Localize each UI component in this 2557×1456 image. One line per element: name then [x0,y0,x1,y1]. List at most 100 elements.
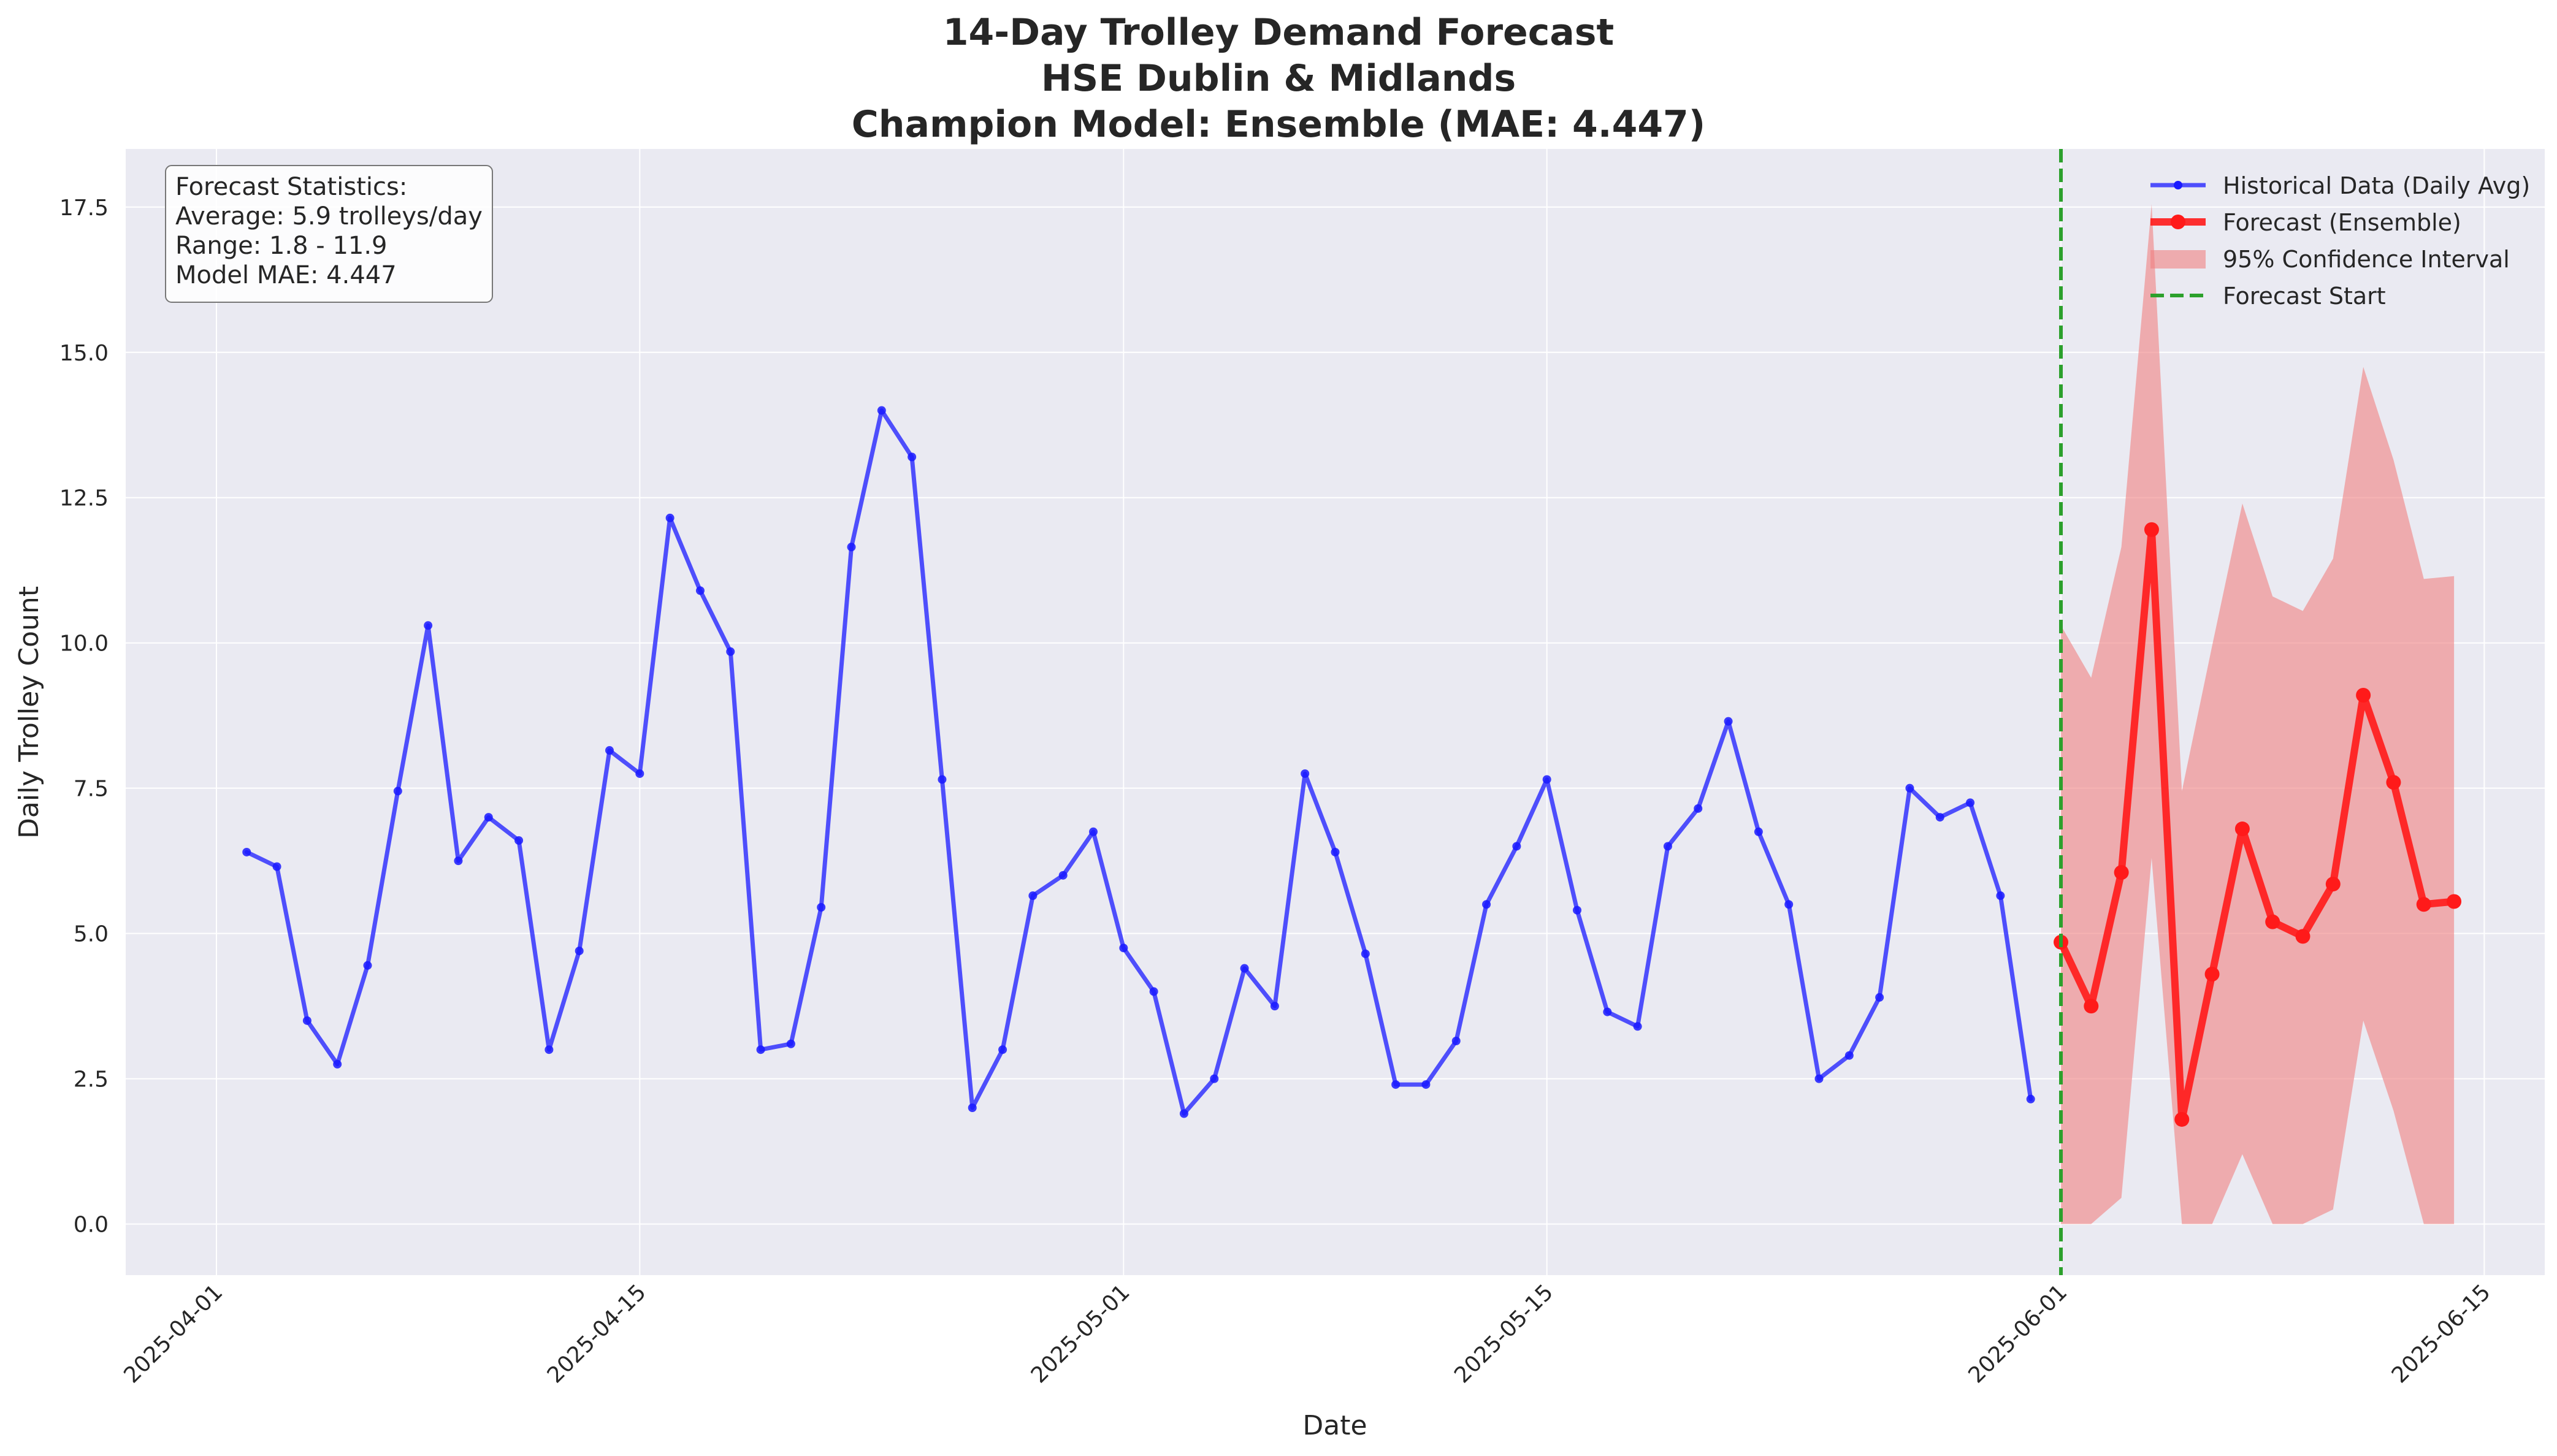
historical-point [1149,987,1158,996]
historical-point [1603,1007,1612,1016]
forecast-point [2144,522,2159,537]
x-tick-label: 2025-04-15 [543,1279,651,1388]
historical-point [575,947,584,956]
chart-title-line-3: Champion Model: Ensemble (MAE: 4.447) [852,103,1705,146]
forecast-point [2295,929,2310,944]
historical-point [1421,1080,1431,1089]
historical-point [1331,847,1340,856]
historical-point [1633,1022,1642,1031]
forecast-point [2114,865,2129,880]
historical-point [1905,783,1914,793]
stats-line-1: Forecast Statistics: [175,173,407,201]
historical-point [1724,717,1733,726]
chart-title-line-2: HSE Dublin & Midlands [1041,57,1516,100]
historical-point [1451,1037,1461,1046]
historical-point [726,647,735,656]
historical-point [2026,1094,2035,1103]
historical-point [938,775,947,784]
historical-point [635,769,644,778]
historical-point [1996,891,2005,901]
historical-point [968,1103,977,1113]
x-tick-label: 2025-06-01 [1963,1279,2072,1388]
historical-point [1119,943,1128,953]
historical-point [1663,842,1672,851]
x-tick-label: 2025-05-15 [1450,1279,1558,1388]
legend-historical-label: Historical Data (Daily Avg) [2223,172,2530,199]
historical-point [1512,842,1521,851]
historical-line [244,408,2033,1116]
historical-point [333,1059,342,1069]
legend-historical-marker [2174,181,2182,189]
forecast-point [2386,775,2401,790]
historical-point [514,836,524,845]
stats-line-4: Model MAE: 4.447 [175,261,397,289]
historical-point [393,787,402,796]
historical-point [1058,871,1068,880]
historical-point [242,847,251,856]
y-tick-label: 2.5 [74,1067,109,1092]
x-axis-label: Date [1302,1410,1367,1441]
x-axis-ticks: 2025-04-01 2025-04-15 2025-05-01 2025-05-15… [119,1279,2495,1388]
y-tick-label: 7.5 [74,777,109,802]
historical-point [424,621,433,630]
historical-point [756,1045,765,1054]
historical-point [1240,964,1249,973]
y-tick-label: 10.0 [59,631,109,657]
y-tick-label: 17.5 [59,196,109,221]
historical-point [1391,1080,1401,1089]
forecast-point [2265,914,2280,929]
historical-point [665,513,675,522]
historical-point [1784,900,1794,909]
x-tick-label: 2025-04-01 [119,1279,227,1388]
historical-point [877,406,886,415]
historical-point [302,1016,312,1025]
confidence-interval-band [2061,204,2455,1224]
y-tick-label: 0.0 [74,1213,109,1238]
historical-point [1844,1051,1854,1060]
historical-point [545,1045,554,1054]
historical-point [1210,1074,1219,1083]
historical-point [484,813,493,822]
historical-point [454,856,463,866]
x-tick-label: 2025-05-01 [1026,1279,1135,1388]
legend-forecast-label: Forecast (Ensemble) [2223,209,2461,236]
stats-box: Forecast Statistics: Average: 5.9 trolle… [165,165,493,303]
stats-line-3: Range: 1.8 - 11.9 [175,232,388,260]
forecast-point [2447,894,2462,909]
historical-point [363,961,372,970]
historical-series-layer [242,406,2035,1118]
y-tick-label: 15.0 [59,341,109,366]
historical-point [1573,905,1581,915]
forecast-point [2234,821,2250,837]
historical-point [605,746,614,755]
y-axis-label: Daily Trolley Count [13,586,45,839]
historical-point [1875,993,1884,1002]
forecast-series-layer [2054,522,2462,1127]
historical-point [1966,798,1975,807]
historical-point [1089,827,1098,836]
stats-box-frame [165,165,493,303]
forecast-point [2084,999,2099,1014]
historical-point [1361,949,1370,958]
historical-point [908,452,917,462]
historical-point [817,902,826,912]
historical-point [1301,769,1310,778]
historical-point [1482,900,1491,909]
historical-point [1935,813,1944,822]
legend-forecast-marker [2171,215,2185,229]
historical-point [1270,1002,1279,1011]
historical-point [1754,827,1763,836]
y-tick-label: 12.5 [59,486,109,511]
historical-point [1179,1109,1188,1118]
forecast-point [2325,877,2341,892]
historical-point [1028,891,1038,901]
chart-title: 14-Day Trolley Demand Forecast HSE Dubli… [852,11,1705,146]
forecast-line [2057,525,2458,1123]
legend-forecast-start-label: Forecast Start [2223,283,2386,310]
historical-point [786,1039,795,1048]
stats-line-2: Average: 5.9 trolleys/day [175,202,483,231]
chart-title-line-1: 14-Day Trolley Demand Forecast [943,11,1614,54]
legend-ci-label: 95% Confidence Interval [2223,246,2510,273]
historical-point [1542,775,1551,784]
